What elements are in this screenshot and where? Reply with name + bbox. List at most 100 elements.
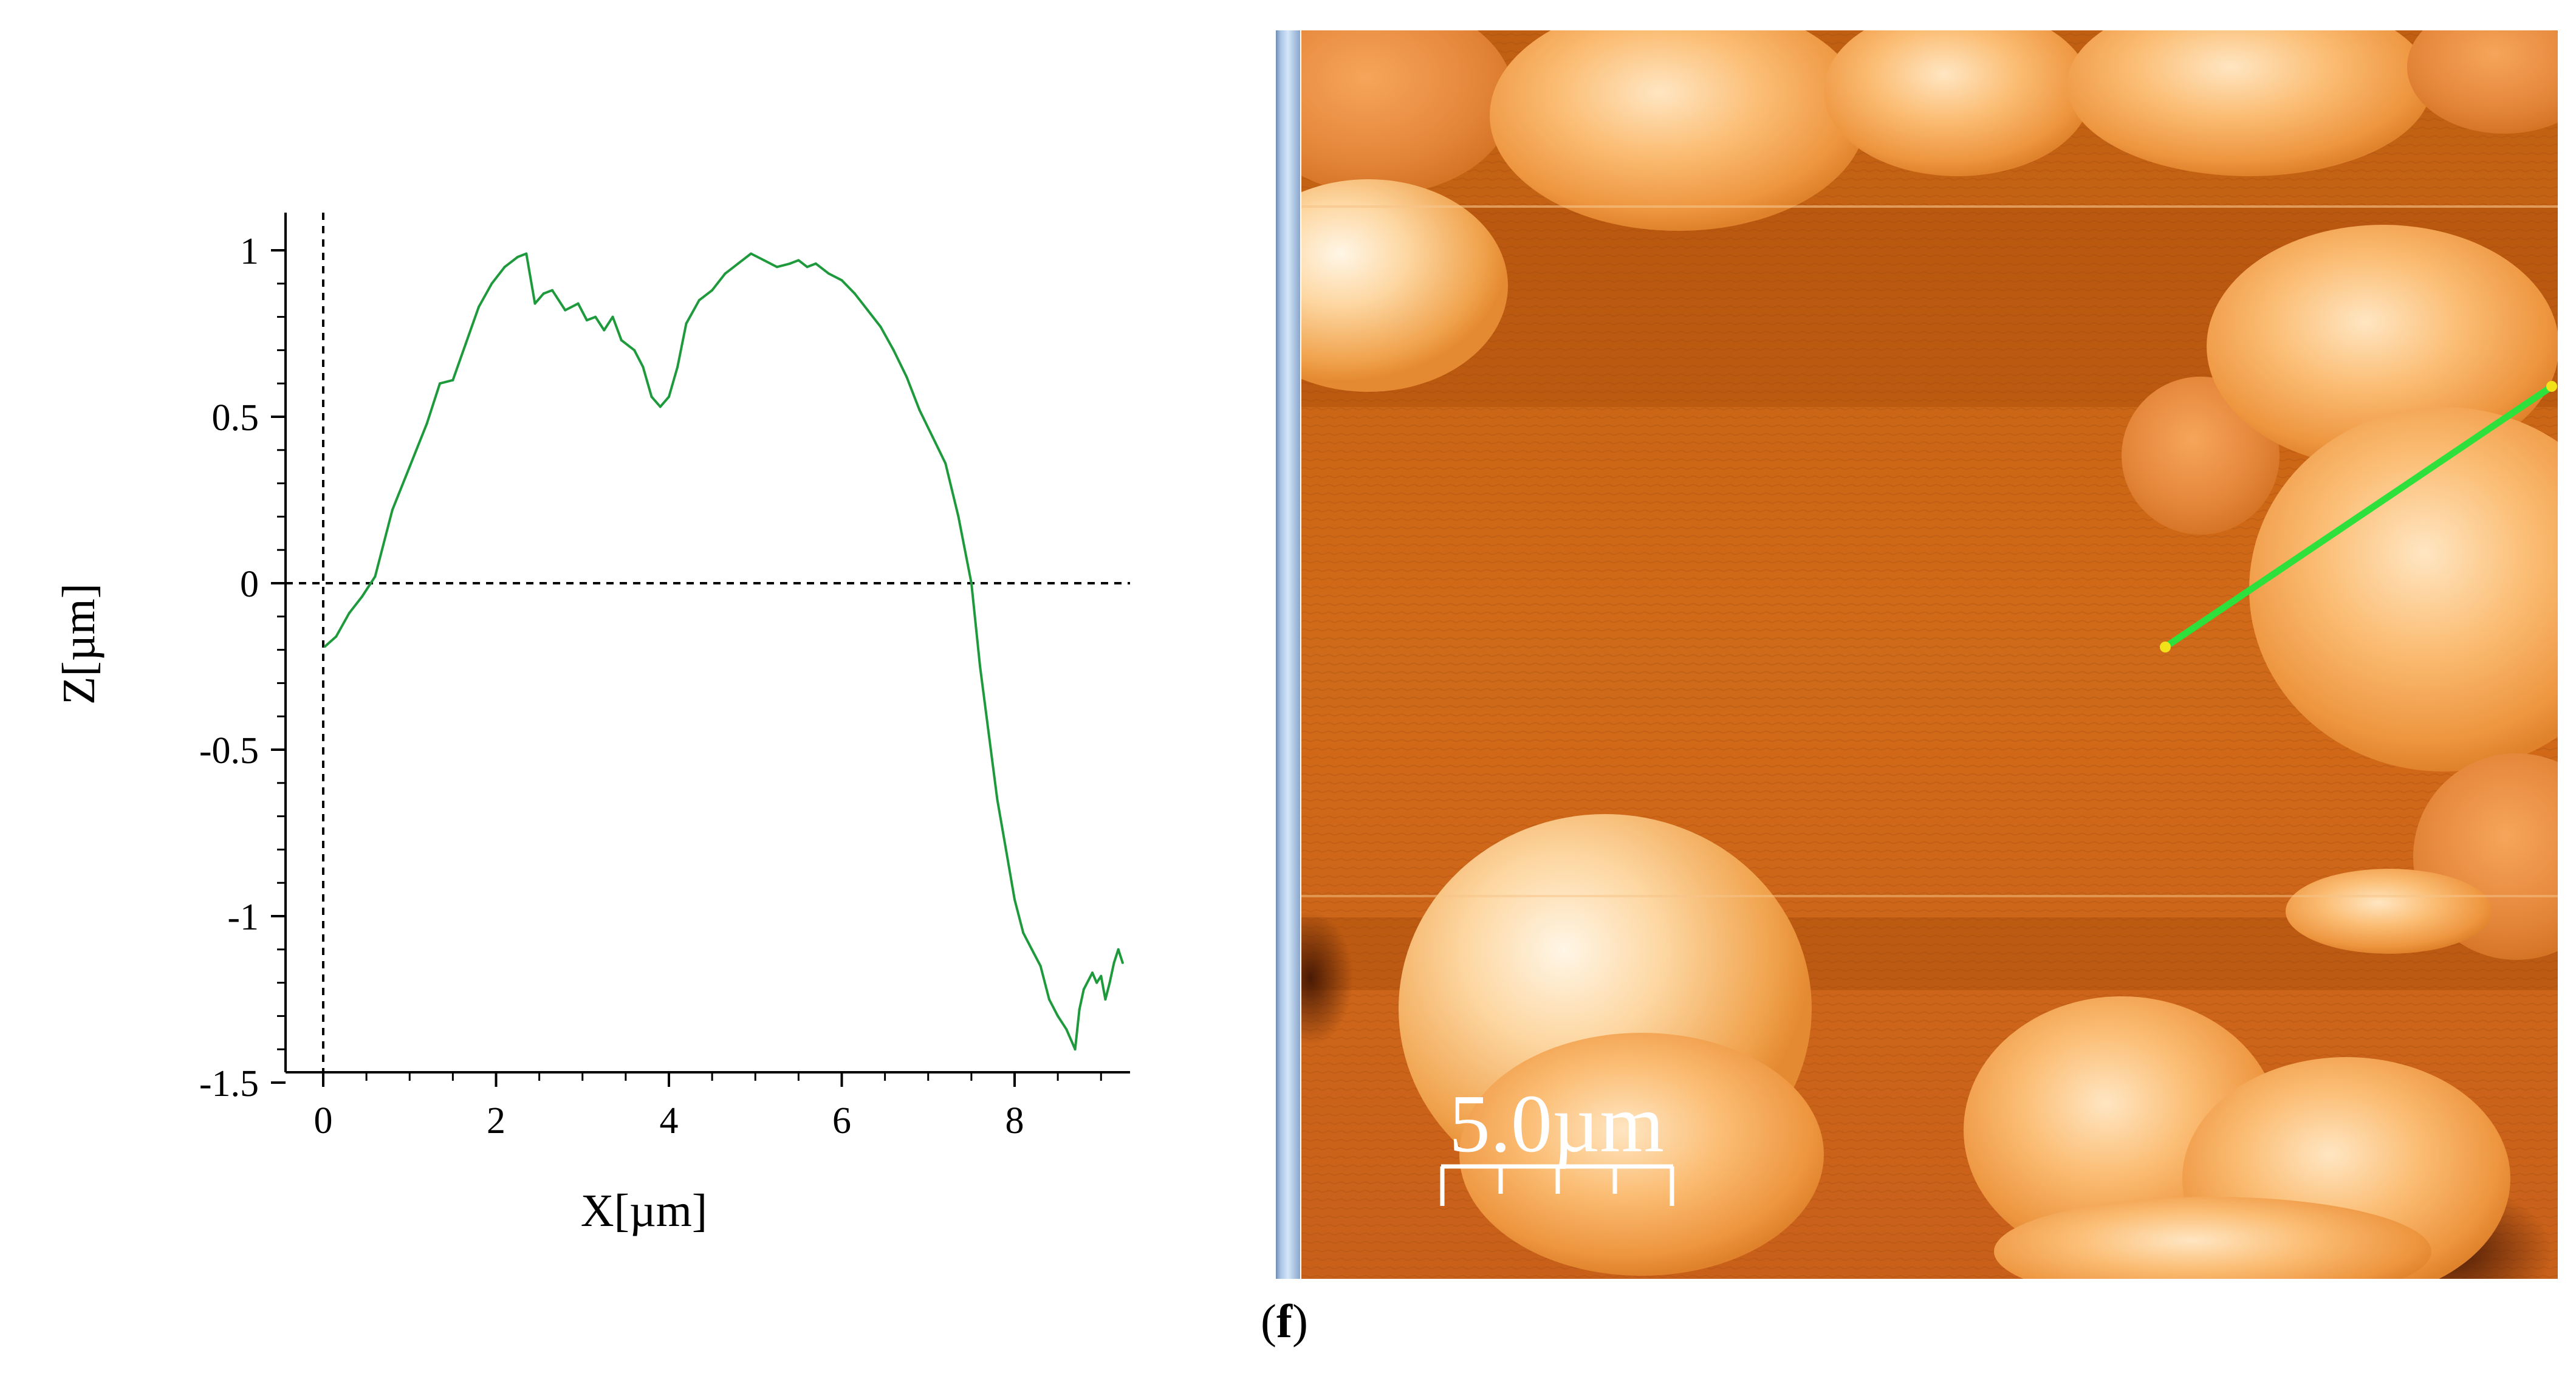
profile-data-point: [550, 289, 553, 292]
y-ticks: 1 0.5 0 -0.5 -1 -1.5: [199, 231, 286, 1104]
profile-data-point: [1065, 1028, 1068, 1031]
x-axis-title: X[µm]: [581, 1185, 707, 1236]
profile-data-point: [905, 375, 908, 378]
profile-data-point: [736, 262, 739, 265]
y-tick-label: -0.5: [199, 730, 259, 772]
profile-data-point: [503, 265, 506, 269]
profile-data-point: [323, 645, 326, 648]
dark-corner-shadow: [1301, 911, 1353, 1045]
profile-data-point: [620, 338, 623, 341]
profile-data-point: [685, 322, 688, 325]
profile-start-point: [2160, 642, 2171, 652]
profile-data-point: [944, 462, 947, 465]
profile-data-point: [1091, 971, 1094, 974]
profile-data-point: [762, 259, 766, 262]
profile-data-point: [724, 272, 727, 275]
profile-data-point: [603, 329, 606, 332]
profile-data-point: [374, 575, 377, 578]
profile-data-point: [1112, 961, 1115, 964]
grain-particle: [1490, 30, 1866, 231]
profile-data-point: [711, 289, 714, 292]
y-tick-label: -1: [227, 897, 259, 938]
x-tick-label: 4: [660, 1100, 679, 1142]
profile-data-point: [676, 365, 679, 368]
profile-data-point: [348, 612, 351, 615]
x-tick-label: 2: [487, 1100, 505, 1142]
profile-data-point: [391, 508, 394, 512]
profile-data-point: [1039, 965, 1042, 968]
grain-particle: [1301, 30, 1514, 194]
profile-data-point: [408, 465, 411, 468]
profile-data-point: [668, 395, 670, 399]
profile-data-point: [361, 595, 364, 598]
profile-data-point: [525, 252, 528, 255]
profile-data-point: [478, 306, 481, 309]
profile-data-point: [335, 635, 338, 638]
grain-particle: [2067, 30, 2431, 176]
profile-data-point: [789, 262, 792, 265]
profile-data-point: [827, 272, 831, 275]
x-tick-label: 0: [314, 1100, 333, 1142]
profile-data-point: [814, 262, 817, 265]
profile-data-point: [1095, 981, 1098, 984]
profile-data-point: [918, 409, 921, 412]
profile-data-point: [1078, 1008, 1081, 1011]
grain-particle: [1459, 1033, 1824, 1276]
profile-data-point: [1047, 998, 1050, 1001]
profile-data-point: [1057, 1015, 1060, 1018]
profile-data-point: [957, 515, 960, 518]
y-tick-label: 1: [240, 231, 259, 272]
profile-data-point: [594, 315, 597, 318]
profile-data-point: [840, 279, 843, 282]
profile-data-point: [564, 309, 567, 312]
y-tick-label: 0: [240, 564, 259, 605]
profile-data-point: [750, 252, 753, 255]
profile-data-point: [797, 259, 800, 262]
afm-height-map: 5.0µm: [1301, 30, 2558, 1279]
profile-data-point: [892, 349, 895, 352]
y-tick-label: -1.5: [199, 1063, 259, 1104]
x-tick-label: 6: [832, 1100, 851, 1142]
scale-bar-label: 5.0µm: [1449, 1078, 1664, 1169]
profile-data-point: [987, 731, 990, 734]
profile-data-point: [659, 405, 662, 408]
profile-data-point: [516, 255, 519, 258]
profile-data-point: [697, 299, 701, 302]
y-axis-title: Z[µm]: [53, 583, 104, 705]
profile-data-point: [866, 309, 869, 312]
minor-ticks: [277, 282, 1102, 1081]
x-ticks: 0 2 4 6 8: [314, 1072, 1024, 1142]
profile-data-point: [1082, 988, 1085, 991]
profile-data-point: [775, 265, 778, 269]
profile-data-point: [464, 342, 467, 345]
profile-data-point: [533, 302, 536, 305]
panel-label: (f): [1261, 1295, 1308, 1347]
profile-data-point: [633, 349, 636, 352]
viewer-window-edge: [1276, 30, 1300, 1279]
profile-cut-line: [2162, 382, 2557, 651]
profile-data-point: [650, 395, 653, 399]
profile-data-point: [970, 582, 973, 584]
profile-data-point: [585, 319, 588, 322]
profile-data-point: [542, 292, 545, 295]
profile-data-point: [642, 365, 645, 368]
profile-data-point: [1004, 848, 1007, 851]
profile-data-point: [451, 378, 454, 382]
profile-end-point: [2546, 381, 2557, 392]
profile-data-point: [879, 326, 882, 329]
grain-particle: [2286, 869, 2492, 954]
profile-data-point: [806, 265, 809, 269]
profile-data-point: [1104, 998, 1107, 1001]
profile-data-points: [323, 252, 1124, 1051]
grain-particle: [1994, 1197, 2431, 1279]
profile-data-point: [931, 435, 934, 438]
profile-data-point: [996, 798, 999, 801]
grain-particle: [1301, 179, 1508, 392]
y-tick-label: 0.5: [212, 397, 259, 439]
x-tick-label: 8: [1005, 1100, 1024, 1142]
profile-data-point: [577, 302, 580, 305]
afm-image-panel: 5.0µm: [1276, 30, 2558, 1279]
grain-particle: [2407, 30, 2558, 134]
scale-bar: [1440, 1164, 1674, 1206]
profile-data-point: [439, 382, 442, 385]
